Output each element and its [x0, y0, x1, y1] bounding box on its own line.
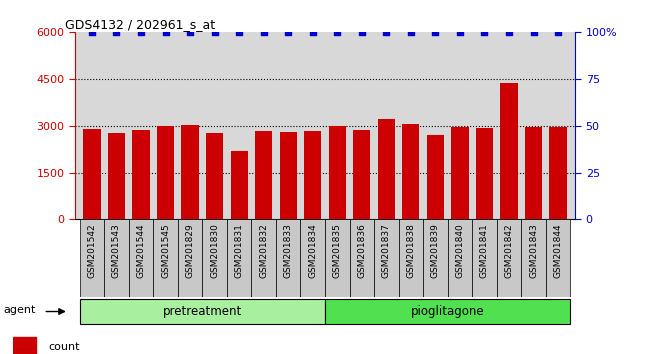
Text: GSM201838: GSM201838: [406, 223, 415, 278]
Bar: [108, 133, 125, 219]
Bar: [206, 133, 223, 219]
Bar: [80, 299, 325, 324]
Point: [185, 29, 195, 35]
Text: GSM201843: GSM201843: [529, 223, 538, 278]
Point: [307, 29, 318, 35]
Bar: [350, 219, 374, 297]
Point: [136, 29, 146, 35]
Bar: [451, 127, 469, 219]
Bar: [252, 219, 276, 297]
Text: GSM201832: GSM201832: [259, 223, 268, 278]
Point: [455, 29, 465, 35]
Bar: [325, 299, 570, 324]
Bar: [402, 124, 419, 219]
Text: GSM201841: GSM201841: [480, 223, 489, 278]
Bar: [133, 130, 150, 219]
Point: [381, 29, 391, 35]
Bar: [398, 219, 423, 297]
Text: pretreatment: pretreatment: [162, 305, 242, 318]
Bar: [83, 129, 101, 219]
Point: [161, 29, 171, 35]
Bar: [472, 219, 497, 297]
Bar: [374, 219, 398, 297]
Bar: [423, 219, 448, 297]
Point: [528, 29, 539, 35]
Point: [504, 29, 514, 35]
Text: GSM201835: GSM201835: [333, 223, 342, 278]
Text: GSM201836: GSM201836: [358, 223, 367, 278]
Bar: [255, 131, 272, 219]
Bar: [525, 127, 542, 219]
Bar: [104, 219, 129, 297]
Bar: [153, 219, 178, 297]
Text: GSM201834: GSM201834: [308, 223, 317, 278]
Text: GSM201842: GSM201842: [504, 223, 514, 278]
Point: [86, 29, 97, 35]
Text: count: count: [48, 342, 79, 353]
Bar: [280, 132, 297, 219]
Text: GDS4132 / 202961_s_at: GDS4132 / 202961_s_at: [65, 18, 215, 31]
Bar: [500, 84, 517, 219]
Text: GSM201830: GSM201830: [210, 223, 219, 278]
Bar: [329, 126, 346, 219]
Bar: [129, 219, 153, 297]
Bar: [13, 337, 36, 354]
Point: [209, 29, 220, 35]
Bar: [80, 219, 104, 297]
Text: GSM201833: GSM201833: [283, 223, 292, 278]
Text: GSM201839: GSM201839: [431, 223, 440, 278]
Point: [111, 29, 122, 35]
Point: [283, 29, 293, 35]
Bar: [227, 219, 252, 297]
Bar: [497, 219, 521, 297]
Point: [479, 29, 489, 35]
Bar: [202, 219, 227, 297]
Point: [406, 29, 416, 35]
Bar: [448, 219, 472, 297]
Bar: [325, 219, 350, 297]
Point: [357, 29, 367, 35]
Text: GSM201840: GSM201840: [456, 223, 465, 278]
Point: [553, 29, 564, 35]
Bar: [304, 131, 321, 219]
Point: [259, 29, 269, 35]
Bar: [231, 151, 248, 219]
Text: agent: agent: [4, 305, 36, 315]
Text: GSM201543: GSM201543: [112, 223, 121, 278]
Text: GSM201542: GSM201542: [87, 223, 96, 278]
Bar: [476, 128, 493, 219]
Point: [332, 29, 343, 35]
Bar: [521, 219, 546, 297]
Point: [430, 29, 441, 35]
Bar: [378, 119, 395, 219]
Point: [234, 29, 244, 35]
Text: GSM201831: GSM201831: [235, 223, 244, 278]
Bar: [353, 130, 370, 219]
Bar: [157, 126, 174, 219]
Text: GSM201545: GSM201545: [161, 223, 170, 278]
Bar: [181, 125, 199, 219]
Text: GSM201829: GSM201829: [185, 223, 194, 278]
Text: GSM201544: GSM201544: [136, 223, 146, 278]
Bar: [427, 135, 444, 219]
Bar: [300, 219, 325, 297]
Bar: [276, 219, 300, 297]
Bar: [549, 127, 567, 219]
Bar: [546, 219, 570, 297]
Bar: [178, 219, 202, 297]
Text: GSM201837: GSM201837: [382, 223, 391, 278]
Text: pioglitagone: pioglitagone: [411, 305, 484, 318]
Text: GSM201844: GSM201844: [554, 223, 563, 278]
